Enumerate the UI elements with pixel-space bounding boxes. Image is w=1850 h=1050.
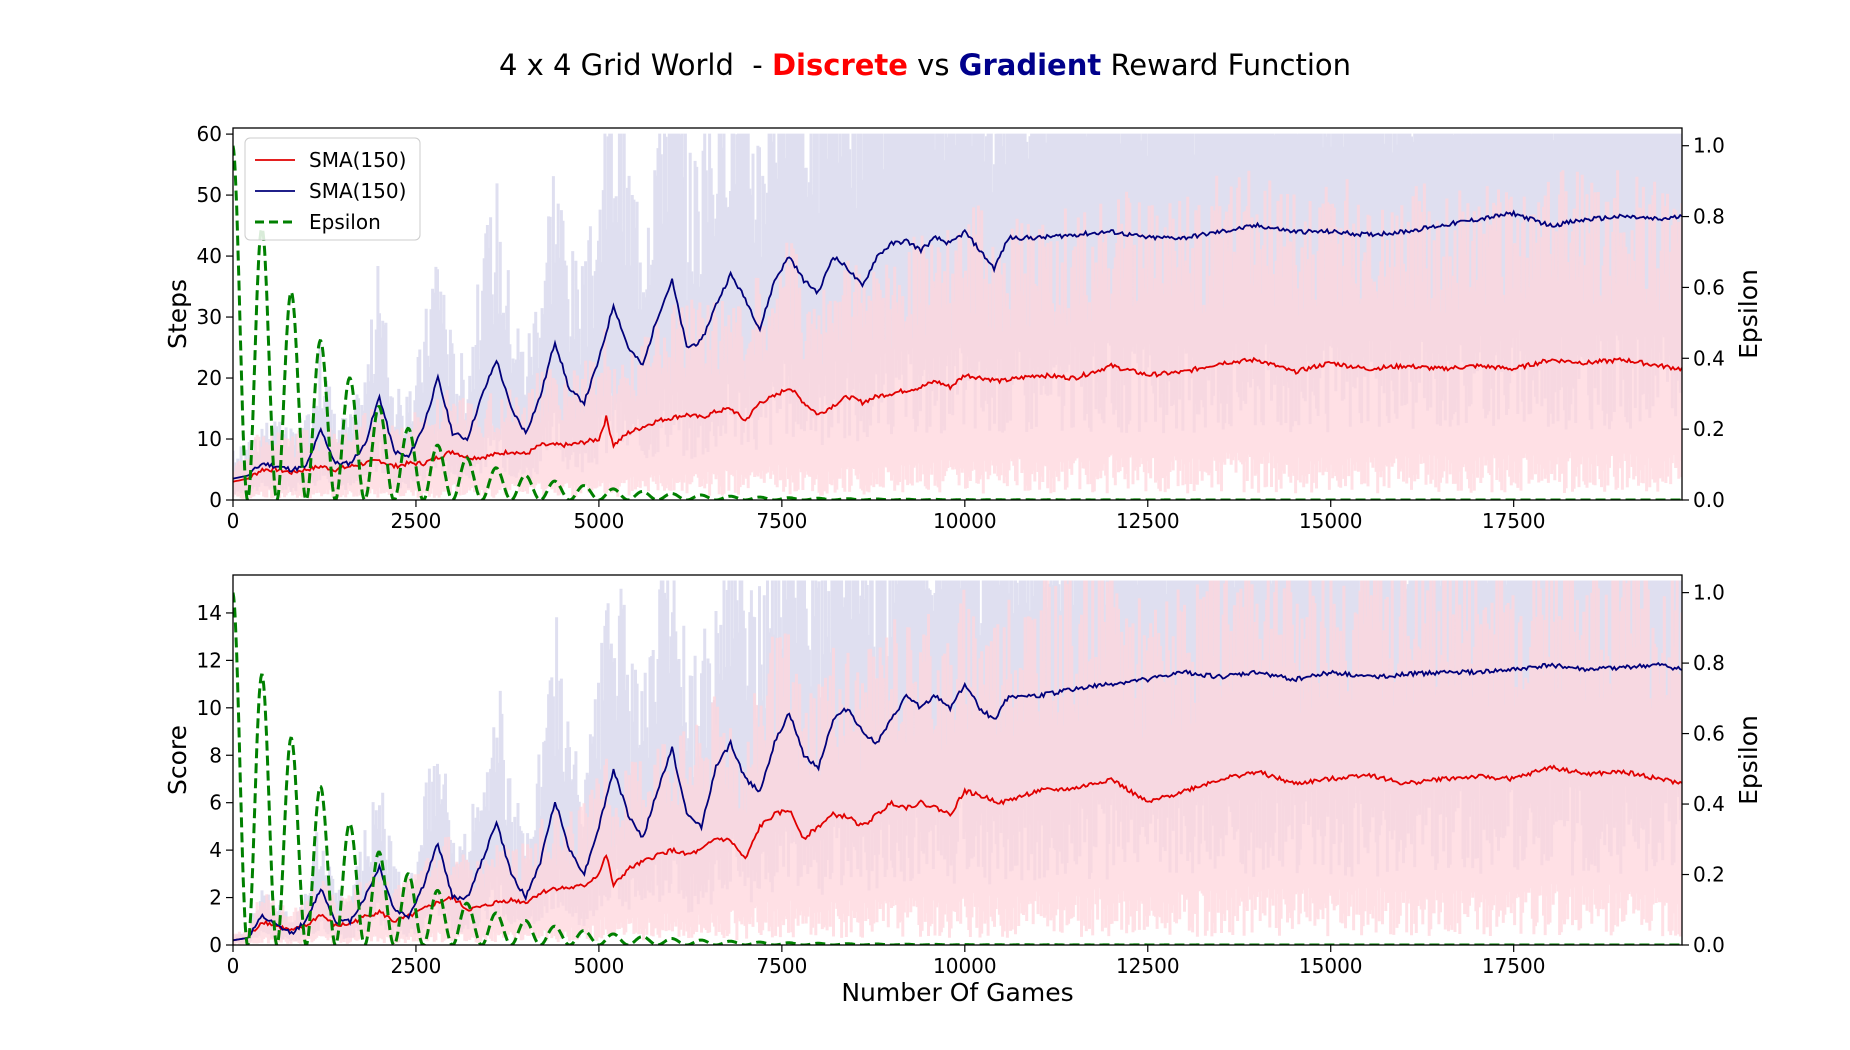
y2-tick-label: 1.0	[1693, 581, 1725, 605]
x-axis-label: Number Of Games	[841, 978, 1073, 1007]
legend-box	[244, 137, 421, 241]
y2-tick-label: 0.4	[1693, 346, 1725, 370]
discrete-raw-band	[233, 170, 1682, 499]
y-tick-label: 20	[197, 366, 222, 390]
x-tick-label: 17500	[1482, 509, 1546, 533]
y-axis-label: Steps	[163, 279, 192, 349]
y2-tick-label: 0.8	[1693, 205, 1725, 229]
plot-area	[233, 580, 1682, 945]
x-tick-label: 5000	[573, 509, 624, 533]
discrete-raw-band	[233, 580, 1682, 945]
x-tick-label: 17500	[1482, 954, 1546, 978]
title-gradient: Gradient	[958, 48, 1102, 82]
y2-tick-label: 0.6	[1693, 722, 1725, 746]
y2-tick-label: 0.6	[1693, 275, 1725, 299]
y2-tick-label: 0.4	[1693, 792, 1725, 816]
y2-axis-label: Epsilon	[1734, 269, 1763, 359]
y2-tick-label: 0.8	[1693, 651, 1725, 675]
y2-tick-label: 1.0	[1693, 134, 1725, 158]
legend-label: SMA(150)	[309, 179, 406, 203]
y2-tick-label: 0.2	[1693, 417, 1725, 441]
x-tick-label: 10000	[933, 954, 997, 978]
y-tick-label: 14	[197, 601, 222, 625]
plot-area	[233, 133, 1682, 500]
x-tick-label: 2500	[391, 954, 442, 978]
x-tick-label: 2500	[391, 509, 442, 533]
y-tick-label: 30	[197, 305, 222, 329]
y-tick-label: 50	[197, 183, 222, 207]
y-tick-label: 8	[209, 743, 222, 767]
y-tick-label: 2	[209, 886, 222, 910]
y2-axis-label: Epsilon	[1734, 715, 1763, 805]
y-axis-label: Score	[163, 725, 192, 795]
y-tick-label: 0	[209, 933, 222, 957]
plot-frame	[232, 127, 1683, 501]
y2-tick-label: 0.2	[1693, 863, 1725, 887]
y-tick-label: 6	[209, 791, 222, 815]
chart-title: 4 x 4 Grid World - Discrete vs Gradient …	[0, 48, 1850, 82]
x-tick-label: 0	[227, 509, 240, 533]
legend-label: Epsilon	[309, 210, 381, 234]
x-tick-label: 12500	[1116, 954, 1180, 978]
title-suffix: Reward Function	[1101, 48, 1352, 82]
discrete-sma-line	[233, 356, 1682, 483]
y2-tick-label: 0.0	[1693, 488, 1725, 512]
discrete-sma-line	[233, 764, 1682, 942]
gradient-sma-line	[233, 661, 1682, 942]
x-tick-label: 7500	[756, 954, 807, 978]
legend-label: SMA(150)	[309, 148, 406, 172]
title-prefix: 4 x 4 Grid World -	[498, 48, 772, 82]
x-tick-label: 10000	[933, 509, 997, 533]
gradient-sma-line	[233, 209, 1682, 480]
x-tick-label: 15000	[1299, 509, 1363, 533]
y-tick-label: 4	[209, 838, 222, 862]
legend: SMA(150) SMA(150) Epsilon	[244, 137, 421, 241]
x-tick-label: 0	[227, 954, 240, 978]
x-tick-label: 7500	[756, 509, 807, 533]
y-tick-label: 10	[197, 696, 222, 720]
panel-steps: 0 2500 5000 7500 10000 12500 15000 17500 0 10 20 30…	[163, 122, 1763, 533]
y-tick-label: 60	[197, 122, 222, 146]
x-tick-label: 5000	[573, 954, 624, 978]
y-tick-label: 0	[209, 488, 222, 512]
y2-tick-label: 0.0	[1693, 933, 1725, 957]
panel-score: 0 2500 5000 7500 10000 12500 15000 17500 0 2 4 6 8 10…	[163, 574, 1763, 1007]
plot-frame	[232, 574, 1683, 946]
y-tick-label: 10	[197, 427, 222, 451]
y-tick-label: 40	[197, 244, 222, 268]
title-discrete: Discrete	[771, 48, 908, 82]
x-tick-label: 15000	[1299, 954, 1363, 978]
y-tick-label: 12	[197, 648, 222, 672]
title-vs: vs	[907, 48, 959, 82]
x-tick-label: 12500	[1116, 509, 1180, 533]
